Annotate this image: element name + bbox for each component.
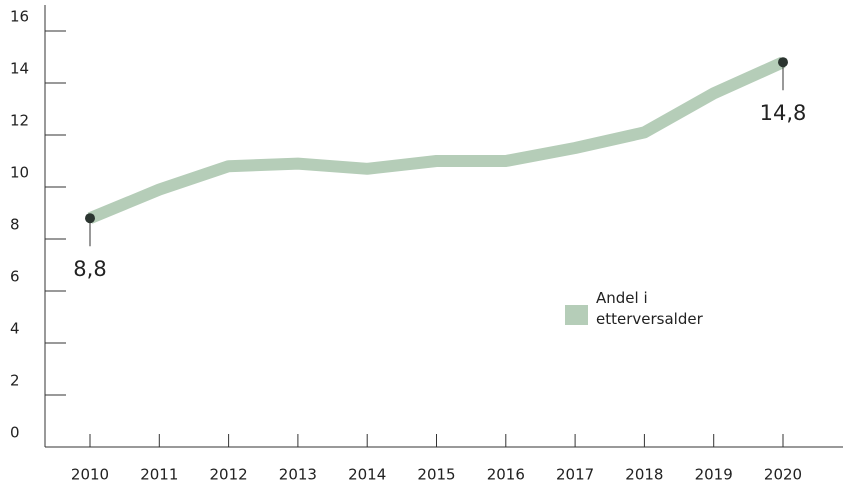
y-tick-label: 10	[10, 164, 29, 182]
point-marker	[85, 213, 95, 224]
x-tick-label: 2014	[348, 466, 386, 484]
legend-label: Andel i etterversalder	[596, 289, 703, 328]
x-tick-label: 2015	[417, 466, 455, 484]
data-label: 8,8	[73, 257, 106, 281]
x-tick-label: 2017	[556, 466, 594, 484]
x-tick-label: 2018	[625, 466, 663, 484]
y-tick-label: 6	[10, 268, 20, 286]
y-tick-label: 4	[10, 320, 20, 338]
y-tick-label: 16	[10, 8, 29, 26]
x-tick-label: 2011	[140, 466, 178, 484]
y-tick-label: 12	[10, 112, 29, 130]
y-tick-label: 14	[10, 60, 29, 78]
x-tick-label: 2010	[71, 466, 109, 484]
legend-swatch	[565, 305, 588, 325]
x-tick-label: 2013	[279, 466, 317, 484]
point-marker	[778, 57, 788, 68]
y-tick-label: 2	[10, 372, 20, 390]
x-tick-label: 2012	[210, 466, 248, 484]
x-tick-label: 2020	[764, 466, 802, 484]
y-tick-label: 8	[10, 216, 20, 234]
y-tick-label: 0	[10, 424, 20, 442]
legend-entry: Andel i etterversalder	[596, 289, 703, 328]
x-tick-label: 2016	[487, 466, 525, 484]
data-label: 14,8	[760, 101, 807, 125]
series-line	[87, 56, 786, 224]
x-tick-label: 2019	[695, 466, 733, 484]
